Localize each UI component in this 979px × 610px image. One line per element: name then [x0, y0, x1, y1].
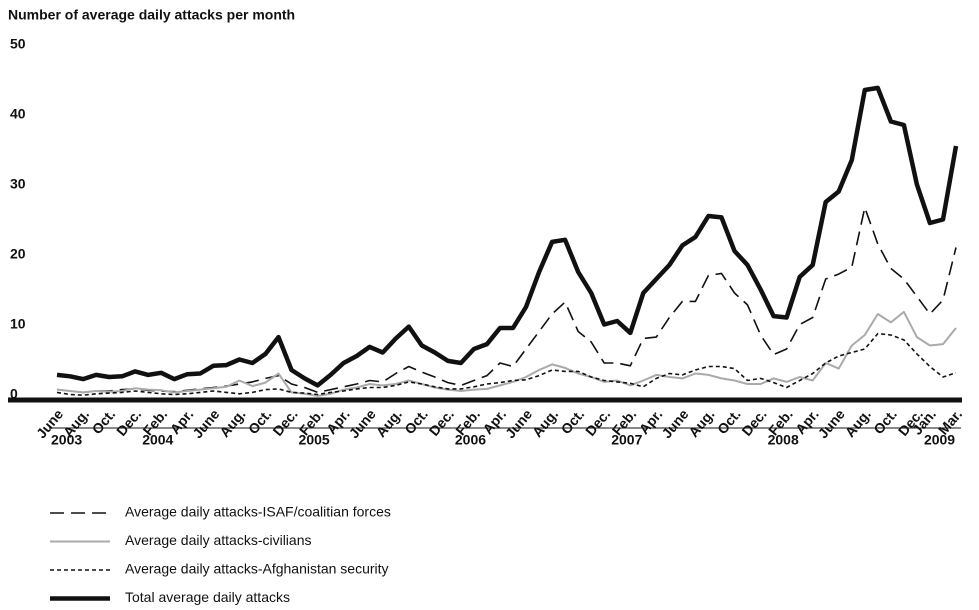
x-tick-label: Oct.	[88, 406, 118, 437]
y-tick-label: 0	[10, 386, 18, 402]
year-label: 2006	[455, 432, 486, 448]
x-tick-label: Oct.	[245, 406, 275, 437]
x-tick-label: Dec.	[738, 406, 769, 439]
y-tick-label: 40	[10, 106, 26, 122]
x-tick-label: Aug.	[685, 406, 717, 440]
x-tick-label: Aug.	[529, 406, 561, 440]
series-line	[56, 206, 957, 394]
y-tick-label: 20	[10, 246, 26, 262]
x-tick-label: Oct.	[558, 406, 588, 437]
year-label: 2008	[768, 432, 799, 448]
x-tick-label: Dec.	[269, 406, 300, 439]
series-line	[56, 332, 957, 397]
legend-label: Average daily attacks-Afghanistan securi…	[125, 561, 389, 577]
series-line	[56, 310, 957, 397]
y-tick-label: 50	[10, 36, 26, 52]
series-line	[56, 85, 959, 388]
x-tick-label: June	[502, 406, 535, 441]
legend-label: Average daily attacks-civilians	[125, 532, 312, 548]
x-tick-label: Dec.	[113, 406, 144, 439]
year-label: 2005	[299, 432, 330, 448]
legend-label: Average daily attacks-ISAF/coalitian for…	[125, 504, 391, 520]
x-tick-label: Aug.	[842, 406, 874, 440]
x-tick-label: Oct.	[714, 406, 744, 437]
x-tick-label: June	[189, 406, 222, 441]
x-tick-label: Oct.	[870, 406, 900, 437]
year-label: 2004	[142, 432, 173, 448]
y-tick-label: 30	[10, 176, 26, 192]
x-tick-label: Aug.	[216, 406, 248, 440]
x-tick-label: June	[346, 406, 379, 441]
x-tick-label: June	[815, 406, 848, 441]
x-tick-label: Dec.	[426, 406, 457, 439]
y-tick-label: 10	[10, 316, 26, 332]
year-label: 2009	[924, 432, 955, 448]
x-tick-label: Oct.	[401, 406, 431, 437]
year-label: 2003	[51, 432, 82, 448]
x-tick-label: Dec.	[582, 406, 613, 439]
chart-title: Number of average daily attacks per mont…	[8, 7, 295, 23]
x-tick-label: June	[658, 406, 691, 441]
legend-label: Total average daily attacks	[125, 589, 290, 605]
x-tick-label: Aug.	[373, 406, 405, 440]
year-label: 2007	[611, 432, 642, 448]
